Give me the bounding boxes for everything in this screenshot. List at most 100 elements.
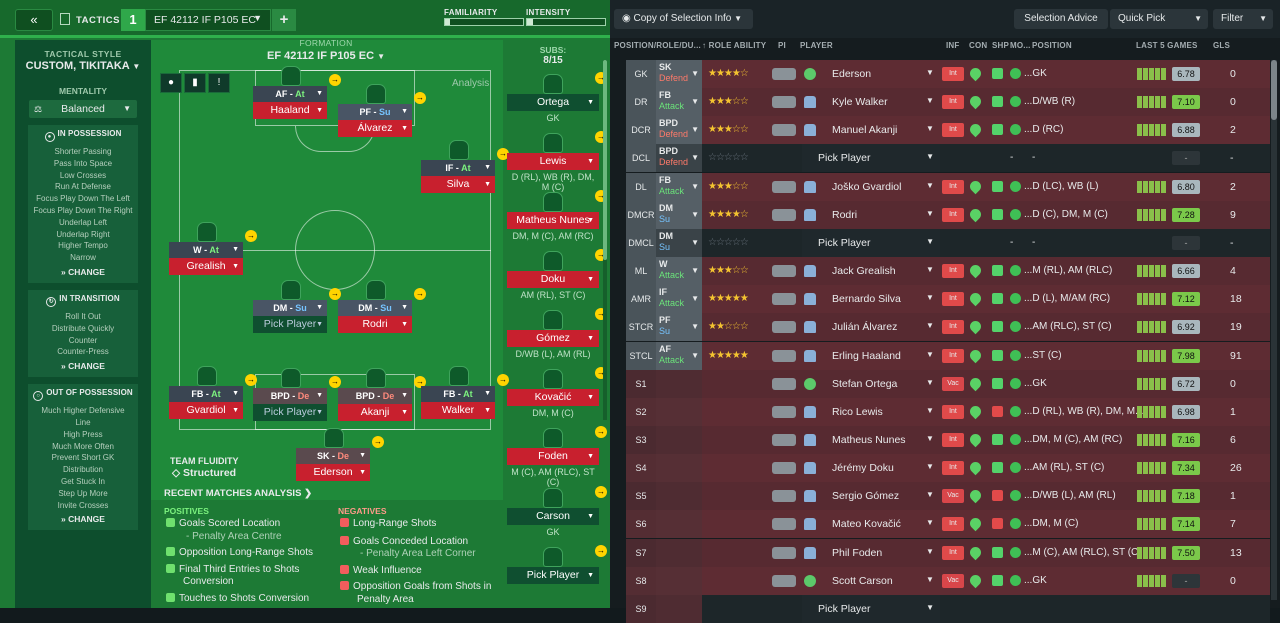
player-instructions-icon[interactable]: [772, 518, 796, 531]
chevron-down-icon[interactable]: ▼: [926, 124, 934, 134]
sub-player[interactable]: Pick Player ▼ →: [507, 545, 607, 586]
player-name[interactable]: Haaland ▼: [253, 102, 327, 119]
arrow-icon[interactable]: →: [414, 92, 426, 104]
sub-player[interactable]: Doku ▼ AM (RL), ST (C) →: [507, 249, 607, 300]
sub-name[interactable]: Doku ▼: [507, 271, 599, 288]
col-goals[interactable]: GLS: [1213, 41, 1231, 50]
player-role[interactable]: SK - De ▼: [296, 448, 370, 464]
selection-row[interactable]: S5 Sergio Gómez ▼ Vac ...D/WB (L), AM (RL) 7.…: [626, 482, 1270, 511]
col-mo[interactable]: MO...: [1010, 41, 1031, 50]
player-role[interactable]: FB - At ▼: [169, 386, 243, 402]
player-name[interactable]: Rico Lewis: [832, 405, 883, 418]
chevron-down-icon[interactable]: ▼: [926, 293, 934, 303]
player-instructions-icon[interactable]: [772, 349, 796, 362]
player-slot-pf[interactable]: PF - Su ▼ Álvarez ▼ →: [338, 84, 426, 137]
chevron-down-icon[interactable]: ▼: [926, 490, 934, 500]
player-instructions-icon[interactable]: [772, 180, 796, 193]
player-name[interactable]: Pick Player ▼: [253, 316, 327, 333]
sub-player[interactable]: Foden ▼ M (C), AM (RLC), ST (C) →: [507, 426, 607, 487]
chevron-down-icon[interactable]: ▼: [926, 405, 934, 415]
player-role[interactable]: BPD - De ▼: [338, 388, 412, 404]
player-instructions-icon[interactable]: [772, 433, 796, 446]
selection-advice-button[interactable]: Selection Advice: [1014, 9, 1108, 29]
col-shp[interactable]: SHP: [992, 41, 1010, 50]
player-name[interactable]: Ederson ▼: [296, 464, 370, 481]
familiarity-meter[interactable]: FAMILIARITY: [444, 8, 524, 26]
sub-name[interactable]: Foden ▼: [507, 448, 599, 465]
player-slot-dm[interactable]: DM - Su ▼ Pick Player ▼ →: [253, 280, 341, 333]
instructions-icon[interactable]: ●: [160, 73, 182, 93]
arrow-icon[interactable]: →: [414, 376, 426, 388]
back-button[interactable]: «: [15, 9, 53, 31]
selection-row[interactable]: DCR BPD Defend ▼ ★★★☆☆ Manuel Akanji ▼ Int ...D …: [626, 116, 1270, 145]
arrow-icon[interactable]: →: [245, 230, 257, 242]
player-role[interactable]: PF - Su ▼: [338, 104, 412, 120]
player-name[interactable]: Gvardiol ▼: [169, 402, 243, 419]
sub-player[interactable]: Matheus Nunes ▼ DM, M (C), AM (RC) →: [507, 190, 607, 241]
sub-player[interactable]: Gómez ▼ D/WB (L), AM (RL) →: [507, 308, 607, 359]
role-duty-select[interactable]: FB Attack ▼: [656, 88, 702, 117]
chevron-down-icon[interactable]: ▼: [926, 518, 934, 528]
arrow-icon[interactable]: →: [595, 486, 607, 498]
player-slot-sk[interactable]: SK - De ▼ Ederson ▼ →: [296, 428, 384, 481]
sub-player[interactable]: Ortega ▼ GK →: [507, 72, 607, 123]
player-instructions-icon[interactable]: [772, 574, 796, 587]
player-name[interactable]: Erling Haaland: [832, 349, 901, 362]
quick-pick-button[interactable]: Quick Pick ▼: [1110, 9, 1208, 29]
sub-name[interactable]: Lewis ▼: [507, 153, 599, 170]
tactic-slot-number[interactable]: 1: [121, 9, 145, 31]
player-instructions-icon[interactable]: [772, 405, 796, 418]
copy-selection-info-button[interactable]: ◉ Copy of Selection Info ▼: [614, 9, 753, 29]
col-position-role[interactable]: POSITION/ROLE/DU...: [614, 41, 701, 50]
role-duty-select[interactable]: DM Su ▼: [656, 200, 702, 229]
selection-row[interactable]: S7 Phil Foden ▼ Int ...M (C), AM (RLC), ST (…: [626, 538, 1270, 567]
player-role[interactable]: DM - Su ▼: [253, 300, 327, 316]
arrow-icon[interactable]: →: [595, 426, 607, 438]
player-name[interactable]: Walker ▼: [421, 402, 495, 419]
role-duty-select[interactable]: AF Attack ▼: [656, 341, 702, 370]
player-name[interactable]: Bernardo Silva: [832, 293, 901, 306]
chevron-down-icon[interactable]: ▼: [926, 462, 934, 472]
chevron-down-icon[interactable]: ▼: [926, 349, 934, 359]
scrollbar-thumb[interactable]: [603, 60, 607, 260]
sub-player[interactable]: Lewis ▼ D (RL), WB (R), DM, M (C) →: [507, 131, 607, 192]
selection-row[interactable]: ML W Attack ▼ ★★★☆☆ Jack Grealish ▼ Int ...M (RL…: [626, 257, 1270, 286]
col-role-ability[interactable]: ↑ ROLE ABILITY: [702, 41, 766, 50]
col-con[interactable]: CON: [969, 41, 988, 50]
arrow-icon[interactable]: →: [595, 545, 607, 557]
intensity-meter[interactable]: INTENSITY: [526, 8, 606, 26]
player-name[interactable]: Akanji ▼: [338, 404, 412, 421]
player-name[interactable]: Manuel Akanji: [832, 124, 898, 137]
tactical-style-value[interactable]: CUSTOM, TIKITAKA ▼: [15, 60, 151, 72]
selection-row[interactable]: DL FB Attack ▼ ★★★☆☆ Joško Gvardiol ▼ Int ...D (…: [626, 172, 1270, 201]
selection-row[interactable]: S2 Rico Lewis ▼ Int ...D (RL), WB (R), DM, M…: [626, 397, 1270, 426]
player-instructions-icon[interactable]: [772, 546, 796, 559]
arrow-icon[interactable]: →: [372, 436, 384, 448]
chevron-down-icon[interactable]: ▼: [926, 574, 934, 584]
chart-icon[interactable]: ▮: [184, 73, 206, 93]
pick-player-select[interactable]: Pick Player ▼: [802, 144, 940, 173]
player-instructions-icon[interactable]: [772, 490, 796, 503]
chevron-down-icon[interactable]: ▼: [926, 265, 934, 275]
out-of-possession-change-button[interactable]: » CHANGE: [61, 514, 105, 525]
selection-row[interactable]: STCR PF Su ▼ ★★☆☆☆ Julián Álvarez ▼ Int ...AM (R…: [626, 313, 1270, 342]
player-name[interactable]: Rodri: [832, 208, 858, 221]
formation-name[interactable]: EF 42112 IF P105 EC ▼: [151, 50, 501, 62]
chevron-down-icon[interactable]: ▼: [926, 96, 934, 106]
selection-row[interactable]: S8 Scott Carson ▼ Vac ...GK - 0: [626, 566, 1270, 595]
chevron-down-icon[interactable]: ▼: [926, 321, 934, 331]
player-instructions-icon[interactable]: [772, 208, 796, 221]
player-name[interactable]: Julián Álvarez: [832, 321, 898, 334]
player-instructions-icon[interactable]: [772, 293, 796, 306]
role-duty-select[interactable]: BPD Defend ▼: [656, 116, 702, 145]
chevron-down-icon[interactable]: ▼: [926, 433, 934, 443]
sub-player[interactable]: Kovačić ▼ DM, M (C) →: [507, 367, 607, 418]
player-name[interactable]: Scott Carson: [832, 574, 893, 587]
chevron-down-icon[interactable]: ▼: [926, 180, 934, 190]
player-role[interactable]: IF - At ▼: [421, 160, 495, 176]
col-pi[interactable]: PI: [778, 41, 786, 50]
selection-row[interactable]: S3 Matheus Nunes ▼ Int ...DM, M (C), AM (RC)…: [626, 425, 1270, 454]
player-role[interactable]: W - At ▼: [169, 242, 243, 258]
player-name[interactable]: Silva ▼: [421, 176, 495, 193]
add-tactic-button[interactable]: +: [272, 9, 296, 31]
